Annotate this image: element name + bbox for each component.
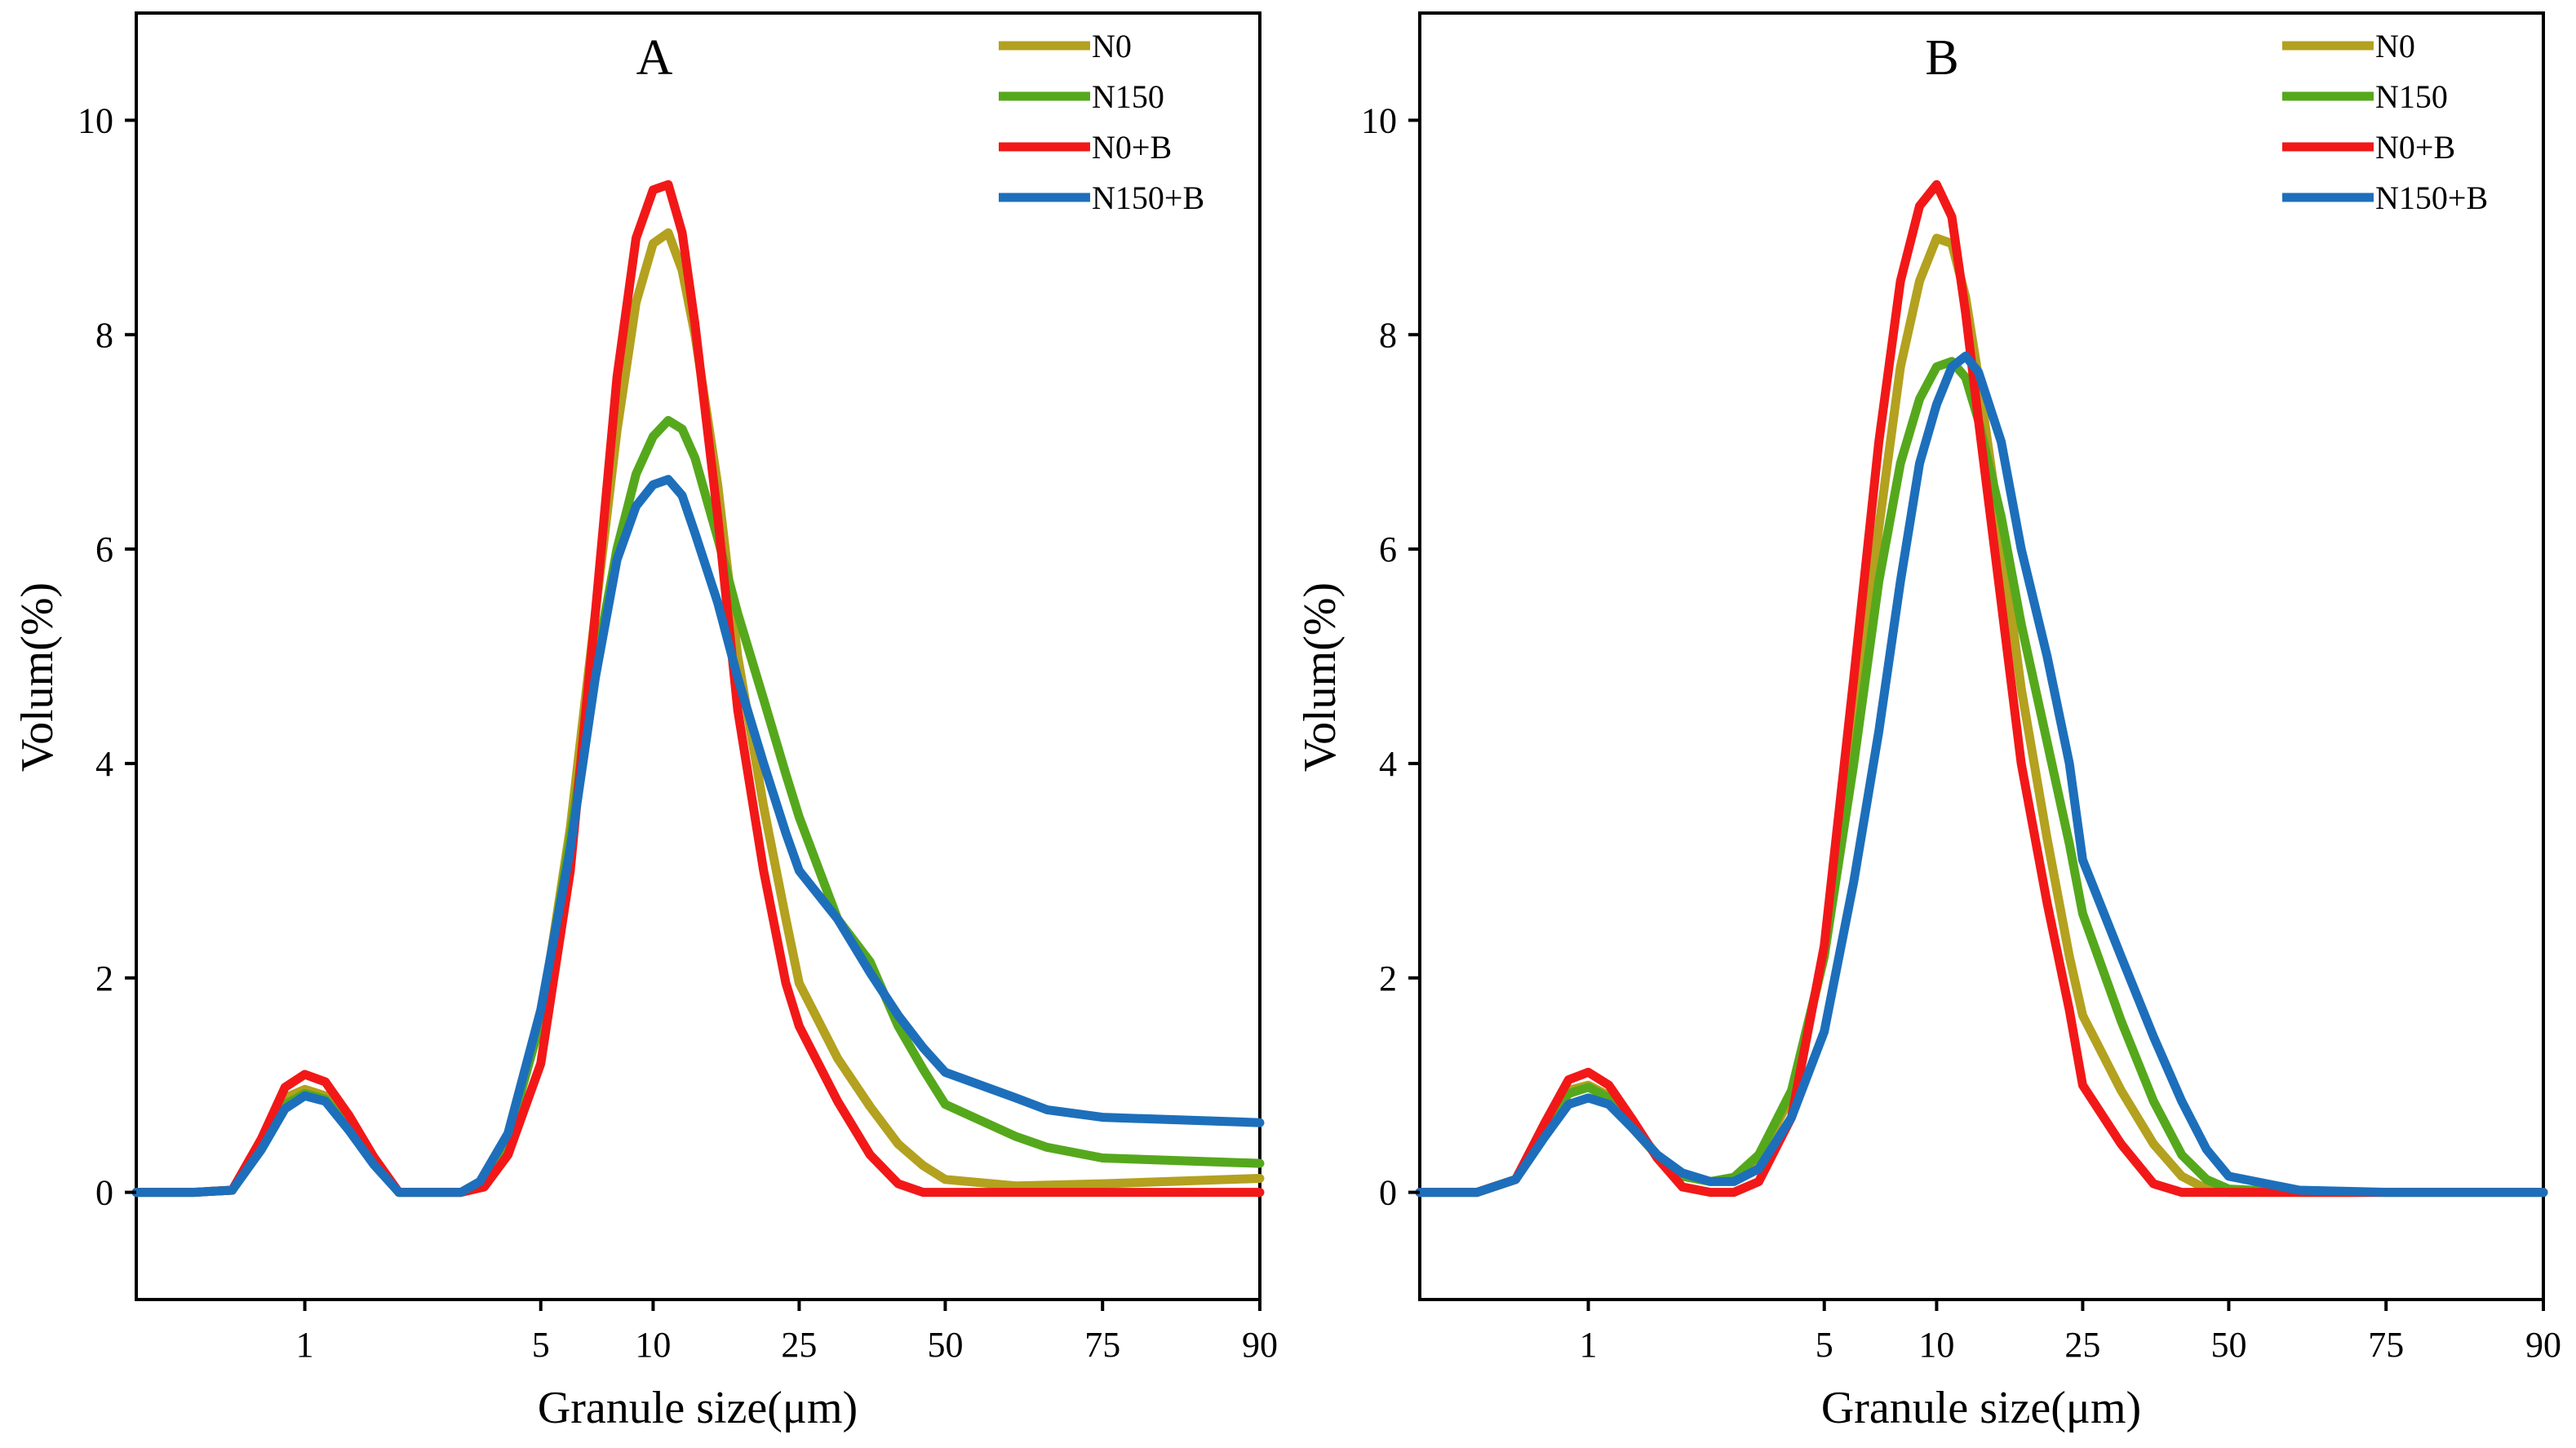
- y-tick-label: 6: [1379, 529, 1397, 569]
- series-line-n150-b: [131, 475, 1265, 1198]
- y-tick-label: 0: [1379, 1173, 1397, 1213]
- series-line-n150-b: [1415, 352, 2548, 1198]
- x-tick-label: 50: [2210, 1325, 2246, 1365]
- legend-label: N150+B: [2375, 179, 2488, 216]
- y-tick-label: 10: [78, 100, 113, 140]
- plot-frame: [135, 11, 1261, 1301]
- y-tick-label: 6: [95, 529, 113, 569]
- y-tick-label: 2: [1379, 959, 1397, 999]
- x-tick-label: 75: [1084, 1325, 1120, 1365]
- legend-label: N0+B: [1092, 129, 1172, 166]
- legend-label: N0+B: [2375, 129, 2455, 166]
- y-tick-label: 8: [95, 315, 113, 355]
- x-tick-label: 1: [296, 1325, 314, 1365]
- legend: N0 N150 N0+B N150+B: [999, 28, 1204, 216]
- x-tick-label: 10: [1918, 1325, 1954, 1365]
- plot-frame: [1418, 11, 2545, 1301]
- x-tick-label: 50: [927, 1325, 963, 1365]
- chart-title: A: [636, 30, 673, 86]
- x-axis: 1 5 10 25 50 75 90: [1580, 1300, 2561, 1365]
- legend-label: N0: [2375, 28, 2415, 64]
- series-line-n0-b: [1415, 179, 2548, 1198]
- y-tick-label: 4: [1379, 744, 1397, 784]
- y-tick-label: 4: [95, 744, 113, 784]
- x-tick-label: 5: [532, 1325, 550, 1365]
- y-tick-label: 8: [1379, 315, 1397, 355]
- legend-label: N0: [1092, 28, 1132, 64]
- y-axis: 0 2 4 6 8 10: [1361, 100, 1420, 1213]
- y-axis: 0 2 4 6 8 10: [78, 100, 136, 1213]
- series-layer: [131, 179, 1265, 1198]
- x-tick-label: 90: [1242, 1325, 1278, 1365]
- y-axis-label: Volum(%): [12, 582, 63, 772]
- chart-title: B: [1925, 30, 1958, 86]
- x-tick-label: 10: [635, 1325, 671, 1365]
- x-axis: 1 5 10 25 50 75 90: [296, 1300, 1278, 1365]
- x-tick-label: 25: [781, 1325, 817, 1365]
- legend-label: N150: [2375, 78, 2448, 115]
- x-tick-label: 75: [2368, 1325, 2404, 1365]
- y-tick-label: 10: [1361, 100, 1397, 140]
- y-axis-label: Volum(%): [1295, 582, 1346, 772]
- y-tick-label: 0: [95, 1173, 113, 1213]
- x-tick-label: 90: [2525, 1325, 2561, 1365]
- series-line-n150: [1415, 356, 2548, 1198]
- x-tick-label: 5: [1816, 1325, 1833, 1365]
- x-axis-label: Granule size(μm): [1821, 1383, 2141, 1433]
- legend-label: N150: [1092, 78, 1164, 115]
- y-tick-label: 2: [95, 959, 113, 999]
- legend-label: N150+B: [1092, 179, 1204, 216]
- x-tick-label: 1: [1580, 1325, 1598, 1365]
- series-line-n0-b: [131, 179, 1265, 1198]
- x-axis-label: Granule size(μm): [538, 1383, 858, 1433]
- series-layer: [1415, 179, 2548, 1198]
- legend: N0 N150 N0+B N150+B: [2282, 28, 2488, 216]
- x-tick-label: 25: [2064, 1325, 2100, 1365]
